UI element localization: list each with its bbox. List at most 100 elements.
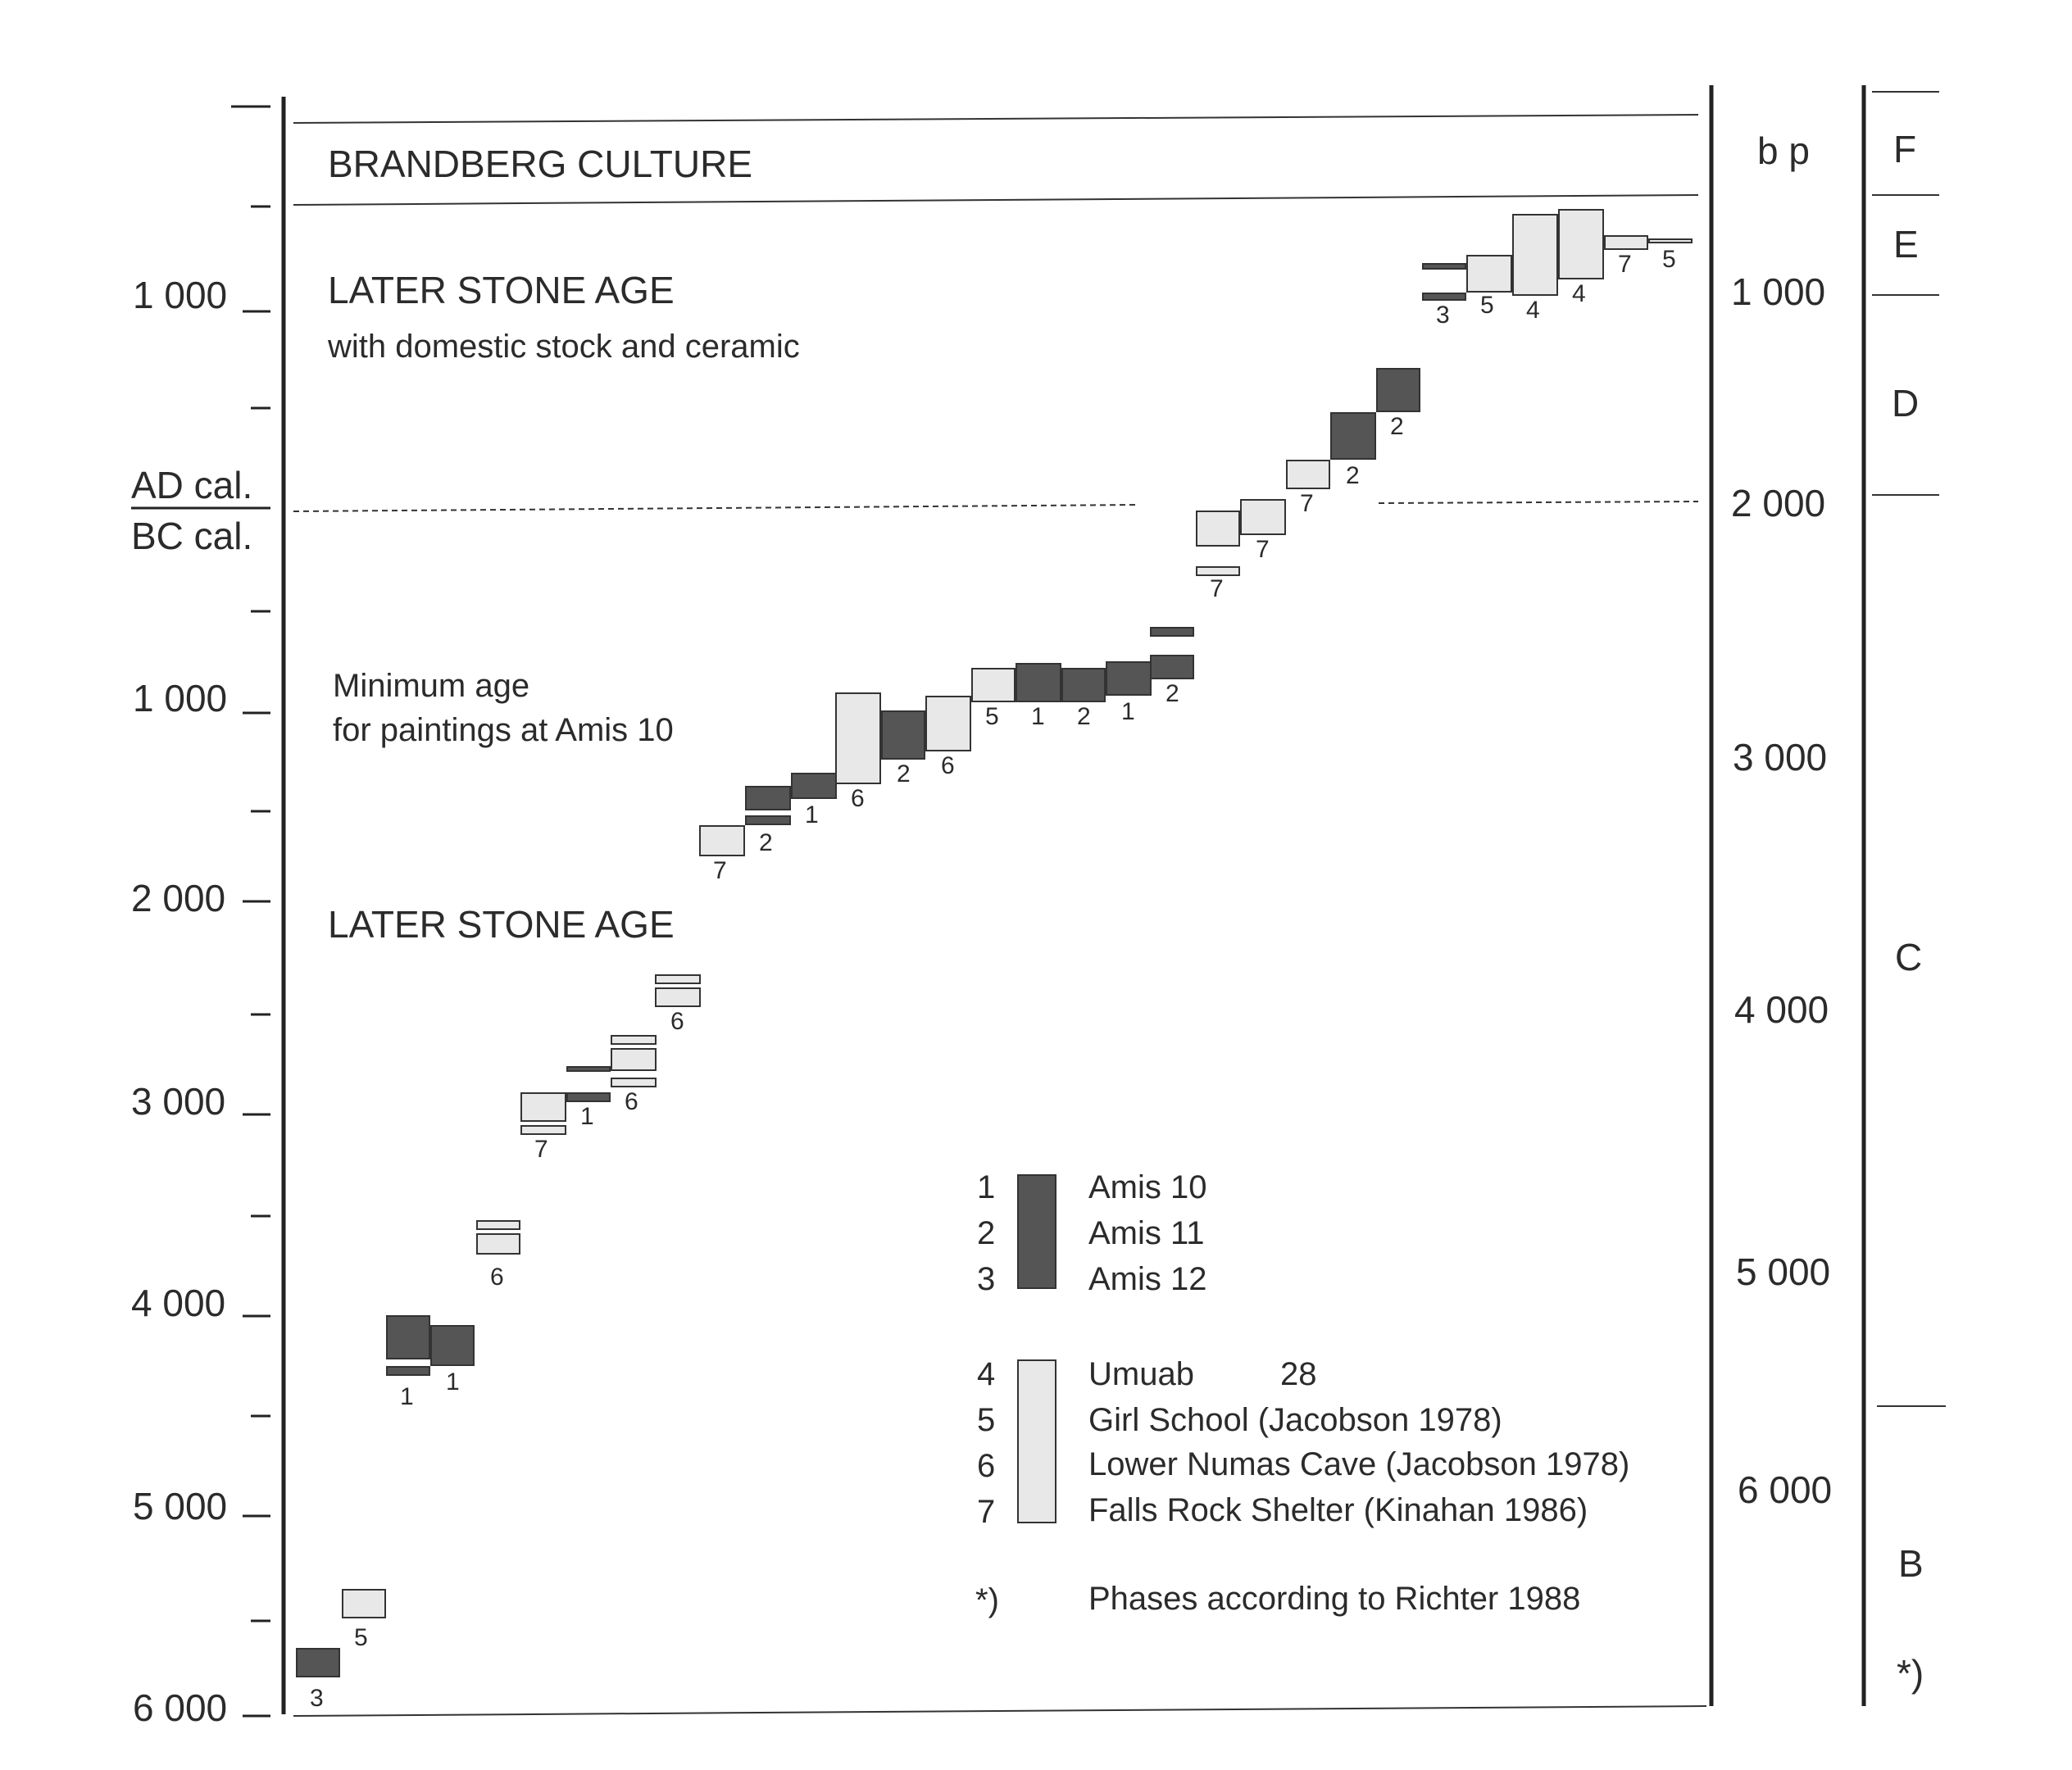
bar-label: 2 [1077, 703, 1091, 730]
legend-extra-4: 28 [1280, 1356, 1317, 1392]
bar-label: 5 [354, 1624, 368, 1651]
legend-num-1: 1 [977, 1169, 995, 1205]
bar-label: 7 [1618, 251, 1632, 278]
bar-label: 3 [1436, 302, 1450, 329]
date-bar-site-6 [611, 1078, 657, 1087]
date-bar-site-7 [1196, 566, 1240, 576]
ad-bc-boundary-right [1378, 501, 1699, 504]
bar-label: 2 [1166, 680, 1179, 707]
legend-name-6: Lower Numas Cave (Jacobson 1978) [1088, 1446, 1629, 1482]
date-bar-site-6 [655, 974, 701, 984]
right-axis-label: b p [1757, 129, 1810, 172]
bar-label: 1 [1031, 703, 1045, 730]
date-bar-site-2 [1330, 412, 1376, 460]
legend-num-2: 2 [977, 1215, 995, 1251]
date-bar-site-3 [296, 1648, 340, 1677]
bar-label: 5 [1480, 292, 1494, 319]
date-bar-site-6 [611, 1035, 657, 1045]
date-bar-site-1 [386, 1366, 430, 1376]
bar-label: 7 [1256, 536, 1270, 563]
bar-label: 6 [941, 752, 955, 779]
bar-site-labels: 3 5 1 1 6 7 1 6 6 7 2 1 6 2 6 5 1 2 1 2 … [310, 246, 1676, 1712]
legend-note-mark: *) [975, 1582, 999, 1618]
bar-label: 2 [1390, 413, 1404, 440]
ad-bc-boundary-left [293, 504, 1140, 512]
legend-num-6: 6 [977, 1448, 995, 1484]
date-bar-site-7 [699, 825, 745, 856]
lsa-domestic-sublabel: with domestic stock and ceramic [327, 329, 800, 365]
bar-label: 4 [1526, 297, 1540, 324]
legend-name-2: Amis 11 [1088, 1215, 1205, 1251]
date-bar-site-5 [1648, 238, 1693, 243]
minimum-age-label-2: for paintings at Amis 10 [333, 712, 674, 748]
right-tick-6000: 6 000 [1738, 1468, 1832, 1511]
legend-swatch-light [1017, 1359, 1056, 1523]
date-bar-site-1 [1016, 663, 1061, 702]
bar-label: 5 [1662, 246, 1676, 273]
bar-label: 6 [670, 1008, 684, 1035]
date-bar-site-6 [611, 1048, 657, 1071]
bottom-baseline [293, 1705, 1707, 1717]
left-tick-bc-1000: 1 000 [133, 677, 227, 719]
right-tick-2000: 2 000 [1731, 482, 1825, 524]
date-bar-site-5 [971, 668, 1016, 702]
brandberg-top-line [293, 114, 1699, 124]
phase-ticks [1872, 91, 1946, 1407]
right-tick-4000: 4 000 [1734, 988, 1829, 1031]
bar-label: 1 [446, 1368, 460, 1396]
date-bar-site-6 [925, 696, 971, 751]
legend-name-4: Umuab [1088, 1356, 1194, 1392]
date-bar-site-2 [745, 815, 791, 825]
date-bar-site-7 [1240, 499, 1286, 535]
date-bar-site-5 [342, 1589, 386, 1618]
phase-label-b: B [1898, 1542, 1924, 1585]
brandberg-bottom-line [293, 194, 1699, 206]
bar-label: 6 [625, 1088, 638, 1115]
left-unit-ad: AD cal. [131, 464, 252, 506]
date-bar-site-6 [476, 1220, 520, 1230]
legend-num-5: 5 [977, 1402, 995, 1438]
date-bar-site-2 [1061, 668, 1106, 702]
date-bar-site-1 [566, 1092, 611, 1102]
right-tick-3000: 3 000 [1733, 736, 1827, 778]
date-bar-site-2 [1150, 655, 1194, 679]
date-bar-site-3 [1422, 293, 1466, 301]
date-bar-site-7 [1196, 511, 1240, 547]
date-bar-site-6 [476, 1233, 520, 1255]
phase-note-mark: *) [1897, 1652, 1924, 1695]
bar-label: 1 [400, 1383, 414, 1410]
bar-label: 6 [490, 1264, 504, 1291]
phase-label-d: D [1892, 382, 1919, 424]
legend-name-7: Falls Rock Shelter (Kinahan 1986) [1088, 1492, 1588, 1528]
bar-label: 7 [713, 857, 727, 884]
date-bar-site-6 [655, 987, 701, 1007]
bar-label: 1 [580, 1103, 594, 1130]
date-bar-site-7 [520, 1092, 566, 1122]
bar-label: 2 [759, 829, 773, 856]
legend-name-5: Girl School (Jacobson 1978) [1088, 1402, 1502, 1438]
date-bar-site-1 [566, 1066, 611, 1072]
bar-label: 5 [985, 703, 999, 730]
date-bar-site-2 [1150, 627, 1194, 637]
bar-label: 7 [534, 1136, 548, 1163]
legend: 1 2 3 Amis 10 Amis 11 Amis 12 4 5 6 7 Um… [975, 1169, 1629, 1618]
date-bar-site-1 [791, 773, 837, 799]
bar-label: 3 [310, 1685, 324, 1712]
date-bar-site-2 [1376, 368, 1420, 412]
left-tick-bc-4000: 4 000 [131, 1282, 225, 1324]
date-bar-site-4 [1558, 209, 1604, 279]
legend-num-3: 3 [977, 1261, 995, 1297]
minimum-age-label: Minimum age [333, 668, 529, 704]
date-bar-site-1 [430, 1325, 475, 1366]
left-tick-bc-2000: 2 000 [131, 877, 225, 919]
bar-label: 6 [851, 785, 865, 812]
phase-label-f: F [1893, 128, 1916, 170]
lsa-domestic-label: LATER STONE AGE [328, 269, 675, 311]
bar-label: 7 [1300, 490, 1314, 517]
brandberg-culture-label: BRANDBERG CULTURE [328, 143, 752, 185]
date-bars [296, 209, 1693, 1677]
date-bar-site-4 [1512, 214, 1558, 296]
bar-label: 1 [805, 801, 819, 828]
date-bar-site-3 [1422, 263, 1466, 270]
bar-label: 7 [1210, 575, 1224, 602]
